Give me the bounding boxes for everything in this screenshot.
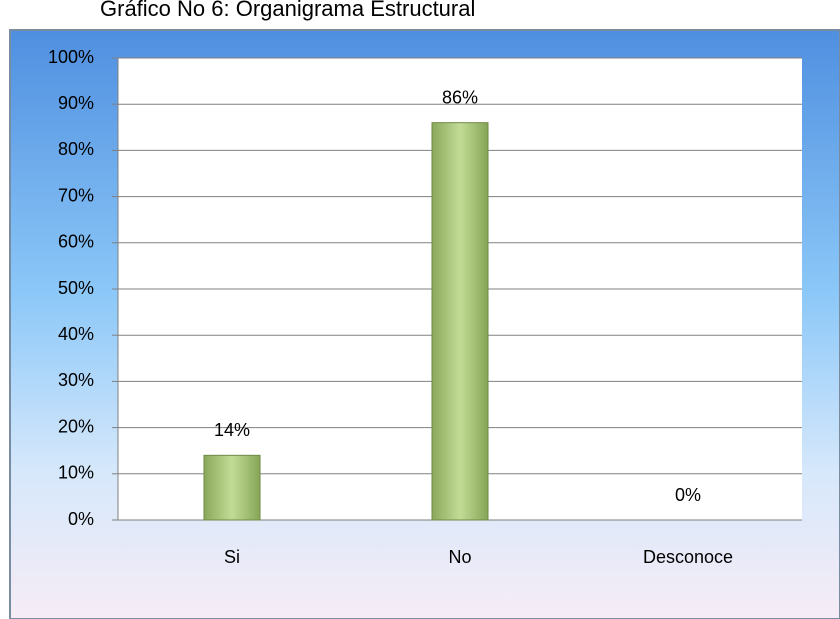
chart-title: Gráfico No 6: Organigrama Estructural: [100, 0, 475, 21]
x-tick-label: No: [448, 547, 471, 567]
y-tick-label: 60%: [58, 232, 94, 252]
data-label: 0%: [675, 485, 701, 505]
y-tick-label: 0%: [68, 509, 94, 529]
y-tick-label: 90%: [58, 93, 94, 113]
y-tick-label: 100%: [48, 47, 94, 67]
y-tick-label: 10%: [58, 463, 94, 483]
y-tick-label: 20%: [58, 416, 94, 436]
y-tick-label: 70%: [58, 185, 94, 205]
y-tick-label: 50%: [58, 278, 94, 298]
x-tick-label: Si: [224, 547, 240, 567]
data-label: 14%: [214, 420, 250, 440]
bar: [431, 122, 489, 521]
bar: [203, 454, 261, 521]
y-tick-label: 80%: [58, 139, 94, 159]
y-tick-label: 30%: [58, 370, 94, 390]
y-tick-label: 40%: [58, 324, 94, 344]
data-label: 86%: [442, 87, 478, 107]
x-tick-label: Desconoce: [643, 547, 733, 567]
